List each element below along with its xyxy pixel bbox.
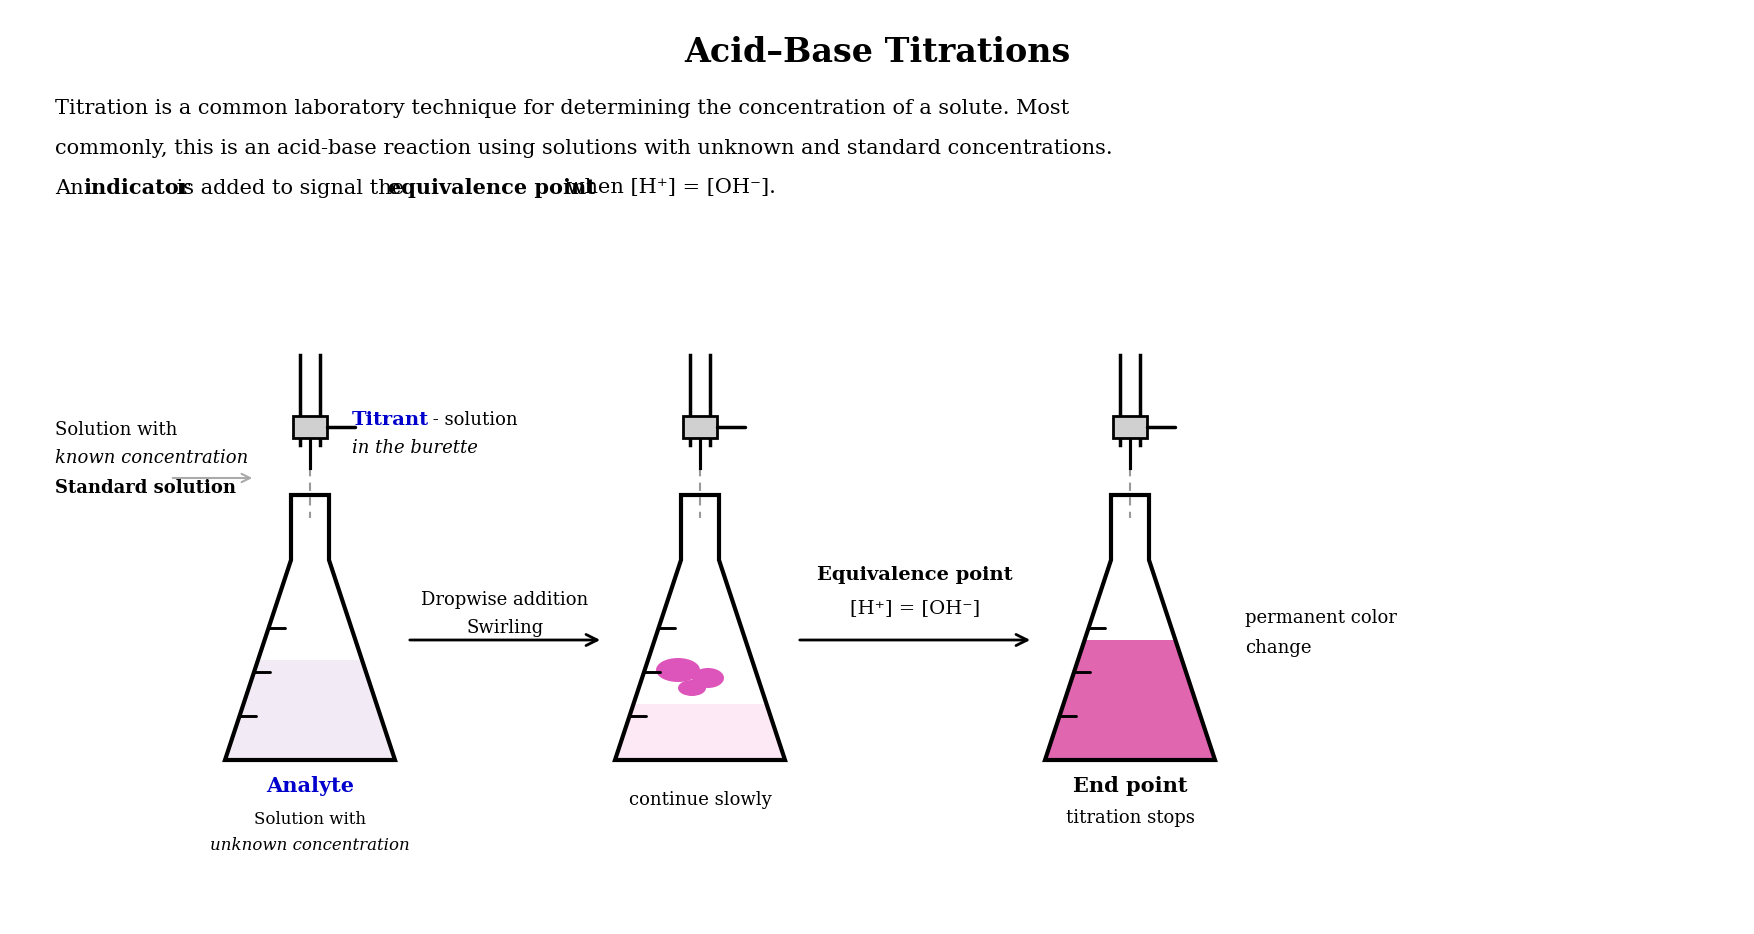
Text: End point: End point — [1073, 776, 1187, 796]
Polygon shape — [1045, 640, 1216, 760]
Text: - solution: - solution — [426, 411, 517, 429]
Text: Solution with: Solution with — [54, 421, 177, 439]
Polygon shape — [616, 704, 786, 760]
Text: when [H⁺] = [OH⁻].: when [H⁺] = [OH⁻]. — [560, 178, 775, 197]
Text: permanent color: permanent color — [1245, 609, 1396, 627]
Text: unknown concentration: unknown concentration — [210, 837, 410, 854]
Bar — [1114, 416, 1147, 438]
Text: Titration is a common laboratory technique for determining the concentration of : Titration is a common laboratory techniq… — [54, 98, 1070, 118]
Text: in the burette: in the burette — [353, 439, 477, 457]
Text: Acid–Base Titrations: Acid–Base Titrations — [684, 35, 1070, 68]
Text: equivalence point: equivalence point — [388, 178, 596, 198]
Text: indicator: indicator — [82, 178, 189, 198]
Text: Swirling: Swirling — [467, 619, 544, 637]
Text: Titrant: Titrant — [353, 411, 430, 429]
Ellipse shape — [693, 668, 724, 688]
Text: titration stops: titration stops — [1066, 809, 1194, 827]
Ellipse shape — [679, 680, 707, 696]
Text: Solution with: Solution with — [254, 812, 367, 828]
Text: change: change — [1245, 639, 1312, 657]
Text: commonly, this is an acid-base reaction using solutions with unknown and standar: commonly, this is an acid-base reaction … — [54, 138, 1112, 158]
Text: Analyte: Analyte — [267, 776, 354, 796]
Text: An: An — [54, 178, 89, 197]
Text: Dropwise addition: Dropwise addition — [421, 591, 589, 609]
Ellipse shape — [656, 658, 700, 682]
Text: continue slowly: continue slowly — [628, 791, 772, 809]
Text: [H⁺] = [OH⁻]: [H⁺] = [OH⁻] — [851, 599, 980, 617]
Text: Standard solution: Standard solution — [54, 479, 237, 497]
Bar — [682, 416, 717, 438]
Bar — [293, 416, 326, 438]
Text: Equivalence point: Equivalence point — [817, 566, 1012, 584]
Text: is added to signal the: is added to signal the — [170, 178, 410, 197]
Text: known concentration: known concentration — [54, 449, 249, 467]
Polygon shape — [225, 660, 395, 760]
